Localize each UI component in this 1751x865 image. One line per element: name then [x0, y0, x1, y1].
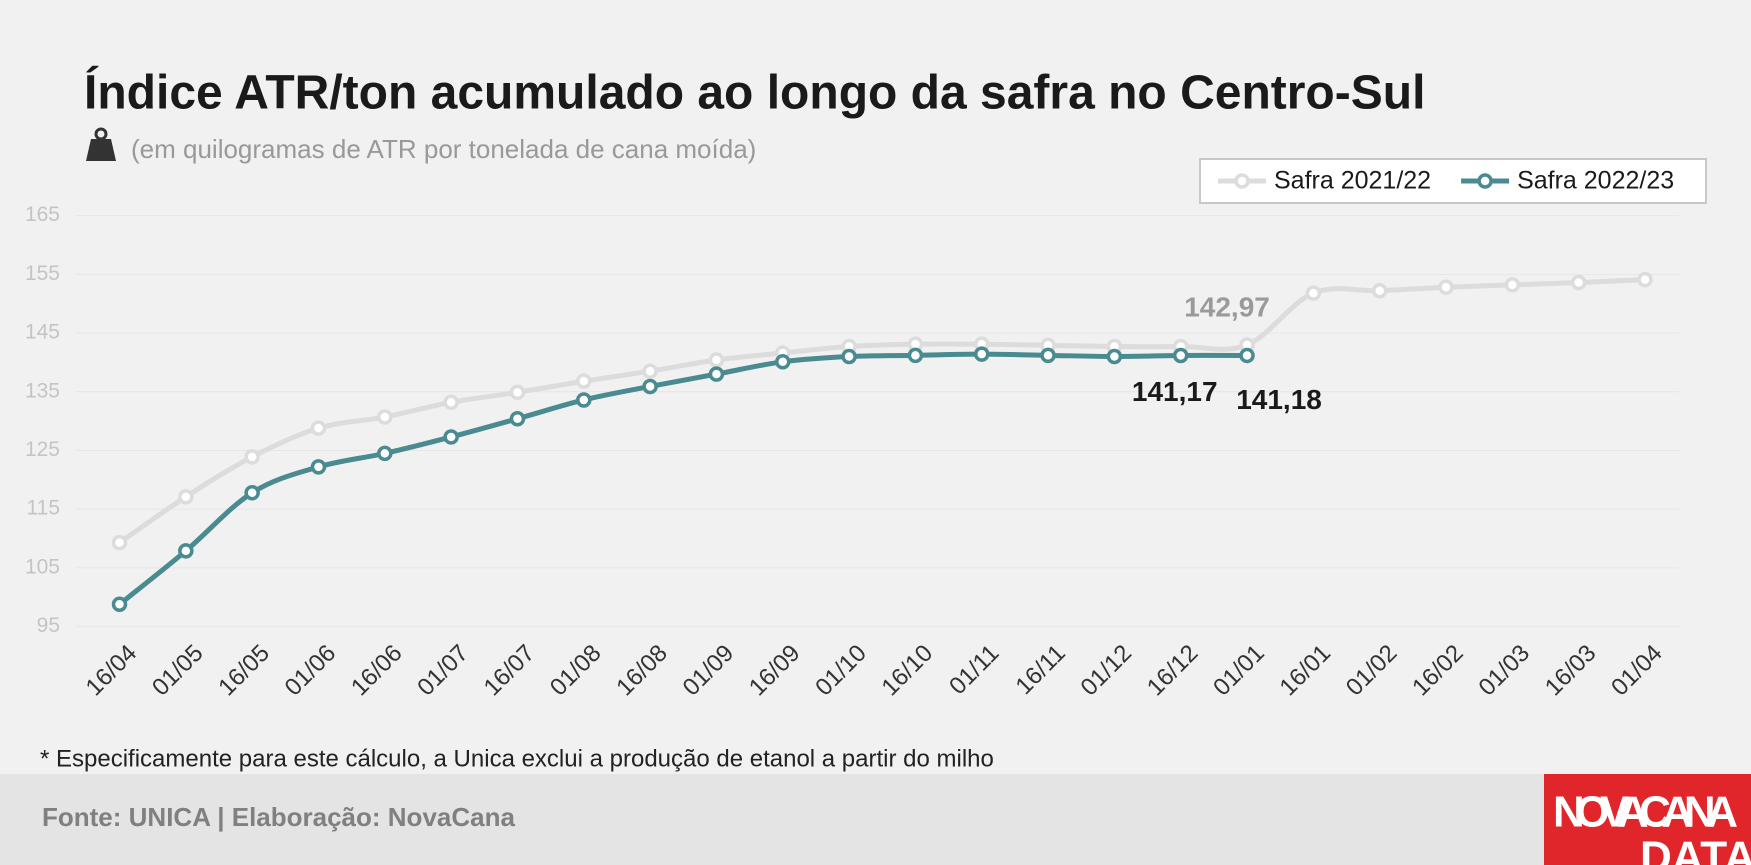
legend-box: [1199, 158, 1707, 204]
point: [1305, 285, 1322, 301]
data-label: 141,17: [1132, 376, 1218, 407]
logo-text: DATA: [1640, 833, 1751, 865]
x-tick-label: 16/04: [81, 640, 143, 702]
y-tick-label: 145: [25, 321, 60, 344]
point: [708, 366, 725, 382]
point: [443, 394, 459, 411]
x-tick-label: 01/11: [944, 640, 1004, 700]
x-tick-label: 16/08: [611, 640, 673, 702]
chart-title: Índice ATR/ton acumulado ao longo da saf…: [84, 66, 1425, 120]
point: [443, 429, 459, 445]
footnote: * Especificamente para este cálculo, a U…: [40, 745, 994, 772]
point: [310, 420, 327, 436]
point: [841, 348, 857, 365]
y-tick-label: 165: [25, 203, 60, 226]
y-tick-label: 105: [25, 555, 60, 578]
point: [1106, 348, 1123, 365]
point: [1637, 271, 1653, 288]
point: [1504, 277, 1521, 293]
x-tick-label: 16/09: [744, 640, 806, 702]
point: [111, 596, 128, 613]
logo-box: [1544, 774, 1751, 865]
legend-marker: [1234, 173, 1250, 189]
x-tick-label: 01/03: [1474, 640, 1536, 702]
x-tick-label: 16/02: [1407, 640, 1469, 702]
x-tick-label: 01/08: [545, 640, 607, 702]
legend-marker: [1477, 173, 1493, 189]
y-tick-label: 155: [25, 262, 60, 285]
point: [178, 489, 194, 505]
x-tick-label: 16/06: [346, 640, 408, 702]
point: [377, 409, 393, 425]
source: Fonte: UNICA | Elaboração: NovaCana: [42, 802, 515, 832]
point: [1239, 347, 1255, 364]
point: [576, 373, 592, 389]
point: [377, 445, 393, 462]
weight-icon: [86, 127, 116, 161]
x-tick-label: 16/03: [1540, 640, 1602, 702]
point: [642, 363, 658, 379]
chart-subtitle: (em quilogramas de ATR por tonelada de c…: [131, 134, 756, 164]
x-tick-label: 01/10: [810, 640, 872, 702]
x-tick-label: 16/11: [1010, 640, 1070, 700]
point: [111, 534, 128, 551]
point: [1371, 283, 1388, 299]
data-label: 141,18: [1236, 384, 1322, 415]
point: [642, 378, 658, 395]
point: [509, 384, 526, 401]
y-tick-label: 125: [25, 438, 60, 461]
point: [244, 484, 260, 501]
point: [708, 352, 725, 368]
point: [310, 459, 327, 475]
point: [973, 346, 990, 362]
point: [1438, 279, 1454, 295]
point: [1040, 347, 1056, 364]
point: [178, 543, 194, 559]
x-tick-label: 01/07: [412, 640, 474, 702]
logo-text: NOVACANA: [1553, 788, 1738, 837]
y-tick-label: 135: [25, 379, 60, 402]
x-tick-label: 16/10: [877, 640, 939, 702]
point: [1570, 274, 1587, 291]
point: [509, 411, 526, 427]
legend-label: Safra 2022/23: [1517, 167, 1674, 195]
point: [1172, 347, 1189, 364]
x-tick-label: 01/05: [147, 640, 209, 702]
point: [576, 392, 592, 408]
point: [244, 449, 260, 465]
x-tick-label: 16/01: [1275, 640, 1337, 702]
x-tick-label: 01/04: [1606, 640, 1668, 702]
x-tick-label: 16/05: [213, 640, 275, 702]
legend-label: Safra 2021/22: [1274, 167, 1431, 195]
x-tick-label: 01/06: [280, 640, 342, 702]
series-line: [118, 277, 1646, 545]
y-tick-label: 115: [27, 497, 60, 520]
data-label: 142,97: [1184, 291, 1270, 322]
y-tick-label: 95: [37, 614, 60, 637]
x-tick-label: 01/12: [1076, 640, 1138, 702]
footer-band: [0, 774, 1751, 865]
x-tick-label: 16/12: [1142, 640, 1204, 702]
point: [775, 354, 791, 370]
x-tick-label: 01/02: [1341, 640, 1403, 702]
x-tick-label: 01/01: [1208, 640, 1270, 702]
x-tick-label: 16/07: [479, 640, 541, 702]
x-tick-label: 01/09: [678, 640, 740, 702]
logo: NOVACANA DATA: [1544, 774, 1751, 865]
point: [907, 347, 924, 364]
